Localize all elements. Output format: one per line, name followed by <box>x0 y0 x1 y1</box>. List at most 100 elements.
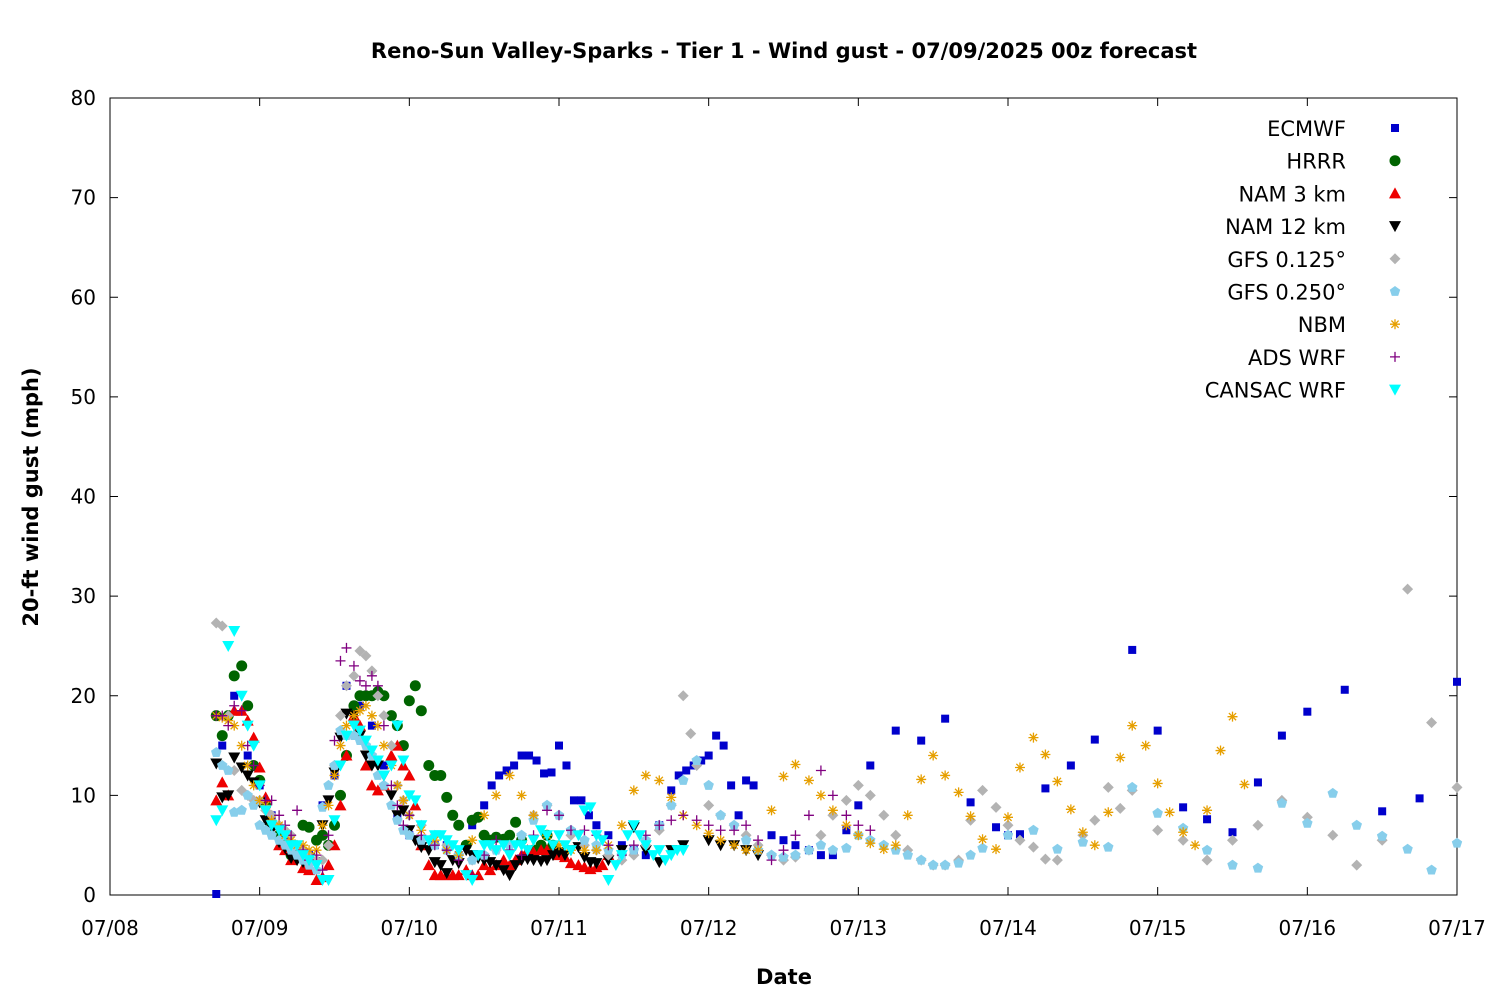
data-point <box>535 825 548 837</box>
data-point <box>222 790 235 802</box>
legend-marker <box>1389 187 1401 199</box>
data-point <box>753 835 764 846</box>
data-point <box>554 840 564 851</box>
data-point <box>323 830 334 841</box>
data-point <box>378 710 390 722</box>
data-point <box>577 796 586 805</box>
data-point <box>365 779 378 791</box>
data-point <box>434 860 447 872</box>
data-point <box>916 774 927 785</box>
data-point <box>360 650 372 662</box>
data-point <box>540 769 549 778</box>
data-point <box>403 769 416 781</box>
x-tick-label: 07/15 <box>1129 916 1187 940</box>
data-point <box>415 842 428 854</box>
data-point <box>429 840 440 851</box>
data-point <box>303 821 315 833</box>
data-point <box>230 691 239 700</box>
data-point <box>977 842 988 853</box>
data-point <box>891 726 900 735</box>
data-point <box>403 695 415 707</box>
data-point <box>359 735 372 747</box>
data-point <box>236 804 247 815</box>
data-point <box>440 868 453 880</box>
data-point <box>841 820 852 831</box>
data-point <box>317 801 328 812</box>
data-point <box>229 700 240 711</box>
legend-label: ADS WRF <box>1248 346 1346 370</box>
data-point <box>1276 797 1288 808</box>
data-point <box>242 760 253 771</box>
data-point <box>217 760 228 770</box>
data-point <box>977 784 989 796</box>
data-point <box>541 799 553 810</box>
data-point <box>1014 834 1026 846</box>
data-point <box>841 810 852 821</box>
data-point <box>235 690 248 702</box>
data-point <box>248 780 259 791</box>
data-point <box>487 781 496 790</box>
data-point <box>790 849 801 860</box>
legend-marker <box>1391 124 1399 132</box>
data-point <box>853 830 864 841</box>
data-point <box>853 820 864 831</box>
data-point <box>1153 726 1162 735</box>
data-point <box>712 731 721 740</box>
data-point <box>243 751 252 760</box>
data-point <box>515 840 528 852</box>
data-point <box>317 820 328 831</box>
data-point <box>767 831 776 840</box>
legend-label: NAM 3 km <box>1238 182 1346 206</box>
data-point <box>423 759 435 771</box>
data-point <box>341 720 352 731</box>
data-point <box>247 731 260 743</box>
data-point <box>398 820 409 831</box>
chart-title: Reno-Sun Valley-Sparks - Tier 1 - Wind g… <box>371 39 1197 63</box>
data-point <box>447 809 459 821</box>
data-point <box>490 860 503 872</box>
data-point <box>354 675 365 686</box>
data-point <box>348 670 360 682</box>
data-point <box>1215 745 1226 756</box>
data-point <box>841 842 852 853</box>
data-point <box>677 690 689 702</box>
data-point <box>579 834 590 845</box>
data-point <box>1376 830 1388 841</box>
data-point <box>1128 645 1137 654</box>
data-point <box>1052 843 1063 854</box>
data-point <box>241 770 254 782</box>
data-point <box>440 835 453 847</box>
data-point <box>397 755 410 767</box>
data-point <box>616 820 627 831</box>
data-point <box>365 745 378 757</box>
data-point <box>878 844 889 855</box>
data-point <box>677 845 690 857</box>
data-point <box>366 710 377 721</box>
data-point <box>596 835 609 847</box>
legend-marker <box>1389 253 1401 265</box>
data-point <box>1451 837 1463 848</box>
data-points <box>210 583 1463 899</box>
data-point <box>965 849 976 860</box>
data-point <box>647 850 660 862</box>
data-point <box>377 770 390 782</box>
data-point <box>422 859 435 871</box>
data-point <box>691 755 702 765</box>
data-point <box>216 776 229 788</box>
data-point <box>266 829 277 840</box>
data-point <box>966 798 975 807</box>
data-point <box>1127 720 1138 731</box>
x-axis: 07/08 07/09 07/10 07/11 07/12 07/13 07/14 07/15… <box>81 98 1486 940</box>
data-point <box>579 845 590 856</box>
data-point <box>409 795 422 807</box>
data-point <box>317 865 328 876</box>
data-point <box>715 809 726 820</box>
data-point <box>1253 778 1262 787</box>
data-point <box>329 770 340 781</box>
data-point <box>1102 781 1114 793</box>
data-point <box>372 680 383 691</box>
data-point <box>703 799 715 811</box>
data-point <box>453 819 465 831</box>
data-point <box>441 791 453 803</box>
